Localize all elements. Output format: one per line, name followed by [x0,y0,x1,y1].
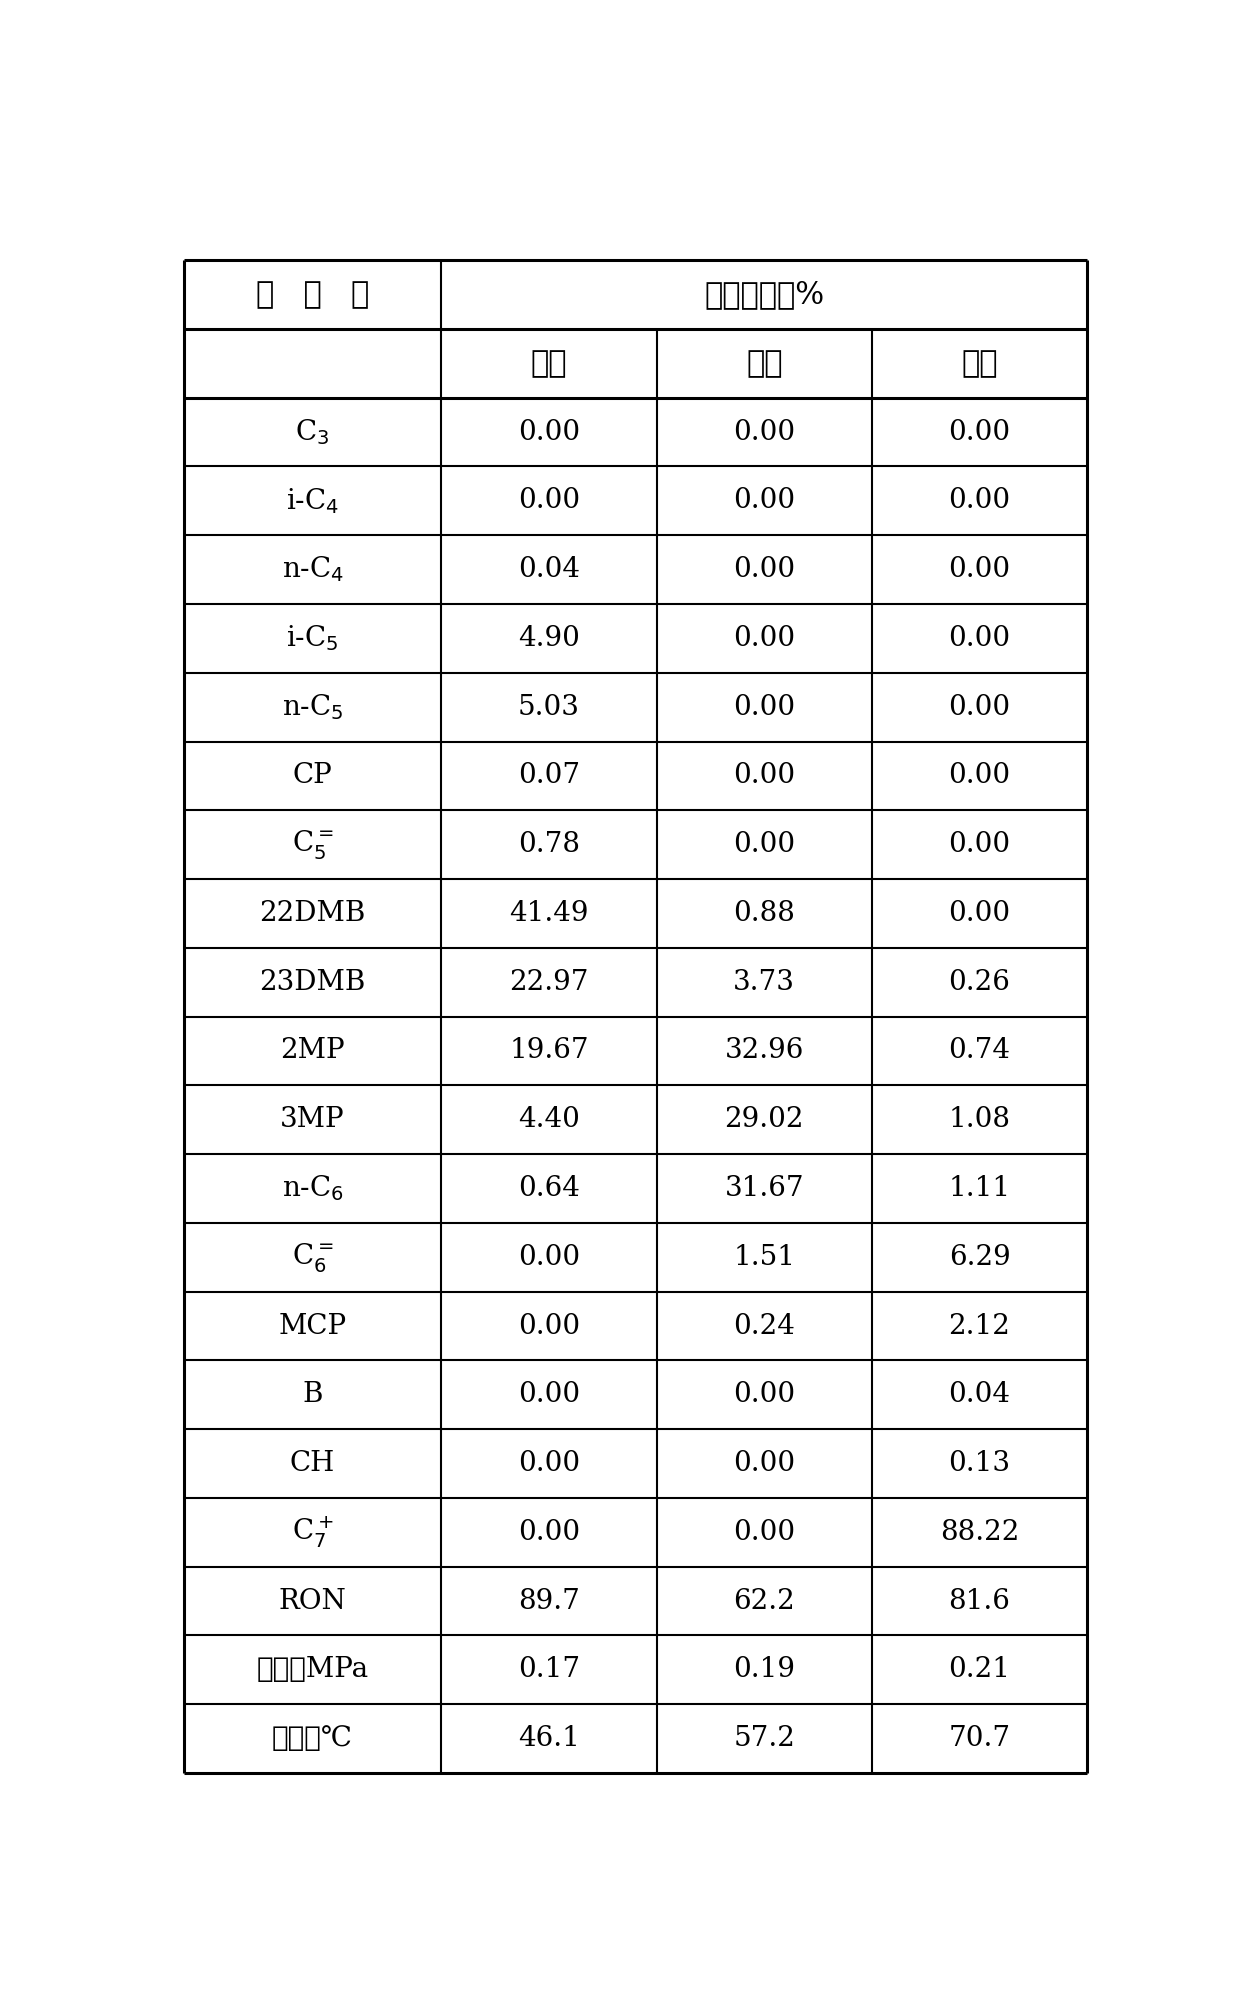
Text: 22.97: 22.97 [510,968,589,996]
Text: C$_6^=$: C$_6^=$ [291,1240,334,1274]
Text: n-C$_4$: n-C$_4$ [281,556,343,584]
Text: 0.00: 0.00 [518,487,580,515]
Text: 0.74: 0.74 [949,1037,1011,1065]
Text: 0.64: 0.64 [518,1176,580,1202]
Text: 0.07: 0.07 [518,763,580,789]
Text: i-C$_5$: i-C$_5$ [286,624,339,654]
Text: 4.40: 4.40 [518,1107,580,1133]
Text: 0.00: 0.00 [518,1244,580,1270]
Text: 41.49: 41.49 [510,900,589,926]
Text: 0.78: 0.78 [518,831,580,858]
Text: CH: CH [290,1449,335,1478]
Text: 0.00: 0.00 [518,419,580,445]
Text: 70.7: 70.7 [949,1725,1011,1751]
Text: MCP: MCP [279,1312,347,1339]
Text: 31.67: 31.67 [724,1176,804,1202]
Text: 烃   组   分: 烃 组 分 [255,280,370,310]
Text: C$_3$: C$_3$ [295,417,330,447]
Text: 0.00: 0.00 [733,1381,795,1409]
Text: 1.51: 1.51 [733,1244,795,1270]
Text: 23DMB: 23DMB [259,968,366,996]
Text: 88.22: 88.22 [940,1518,1019,1546]
Text: RON: RON [279,1588,346,1614]
Text: 3.73: 3.73 [733,968,795,996]
Text: 0.00: 0.00 [949,900,1011,926]
Text: 0.00: 0.00 [949,419,1011,445]
Text: C$_7^+$: C$_7^+$ [291,1514,334,1550]
Text: 0.00: 0.00 [733,694,795,721]
Text: 0.19: 0.19 [733,1657,795,1683]
Text: 温度，℃: 温度，℃ [272,1725,353,1751]
Text: 0.17: 0.17 [518,1657,580,1683]
Text: B: B [303,1381,322,1409]
Text: 0.00: 0.00 [518,1312,580,1339]
Text: 3MP: 3MP [280,1107,345,1133]
Text: 0.13: 0.13 [949,1449,1011,1478]
Text: 2MP: 2MP [280,1037,345,1065]
Text: 1.11: 1.11 [949,1176,1011,1202]
Text: 0.21: 0.21 [949,1657,1011,1683]
Text: 压力，MPa: 压力，MPa [257,1657,368,1683]
Text: 0.00: 0.00 [949,487,1011,515]
Text: 侧线: 侧线 [746,348,782,378]
Text: 57.2: 57.2 [733,1725,795,1751]
Text: 0.00: 0.00 [733,556,795,584]
Text: i-C$_4$: i-C$_4$ [286,485,339,515]
Text: CP: CP [293,763,332,789]
Text: 0.24: 0.24 [733,1312,795,1339]
Text: 4.90: 4.90 [518,624,580,652]
Text: C$_5^=$: C$_5^=$ [291,827,334,862]
Text: 6.29: 6.29 [949,1244,1011,1270]
Text: 0.00: 0.00 [733,487,795,515]
Text: 0.00: 0.00 [949,763,1011,789]
Text: 0.00: 0.00 [949,556,1011,584]
Text: 0.00: 0.00 [518,1381,580,1409]
Text: 89.7: 89.7 [518,1588,580,1614]
Text: 含量，质量%: 含量，质量% [704,280,825,310]
Text: 0.88: 0.88 [733,900,795,926]
Text: 19.67: 19.67 [510,1037,589,1065]
Text: 0.00: 0.00 [518,1449,580,1478]
Text: 0.00: 0.00 [733,831,795,858]
Text: 0.00: 0.00 [733,624,795,652]
Text: 0.26: 0.26 [949,968,1011,996]
Text: 0.04: 0.04 [518,556,580,584]
Text: 5.03: 5.03 [518,694,580,721]
Text: 0.00: 0.00 [949,831,1011,858]
Text: 0.00: 0.00 [733,1449,795,1478]
Text: 0.04: 0.04 [949,1381,1011,1409]
Text: 0.00: 0.00 [949,694,1011,721]
Text: n-C$_5$: n-C$_5$ [281,692,343,723]
Text: 81.6: 81.6 [949,1588,1011,1614]
Text: 塔顶: 塔顶 [531,348,567,378]
Text: 0.00: 0.00 [949,624,1011,652]
Text: 32.96: 32.96 [724,1037,804,1065]
Text: 22DMB: 22DMB [259,900,366,926]
Text: 29.02: 29.02 [724,1107,804,1133]
Text: 塔底: 塔底 [961,348,998,378]
Text: 1.08: 1.08 [949,1107,1011,1133]
Text: 2.12: 2.12 [949,1312,1011,1339]
Text: 0.00: 0.00 [733,419,795,445]
Text: 0.00: 0.00 [733,1518,795,1546]
Text: 0.00: 0.00 [518,1518,580,1546]
Text: 46.1: 46.1 [518,1725,580,1751]
Text: 0.00: 0.00 [733,763,795,789]
Text: 62.2: 62.2 [733,1588,795,1614]
Text: n-C$_6$: n-C$_6$ [281,1174,343,1204]
